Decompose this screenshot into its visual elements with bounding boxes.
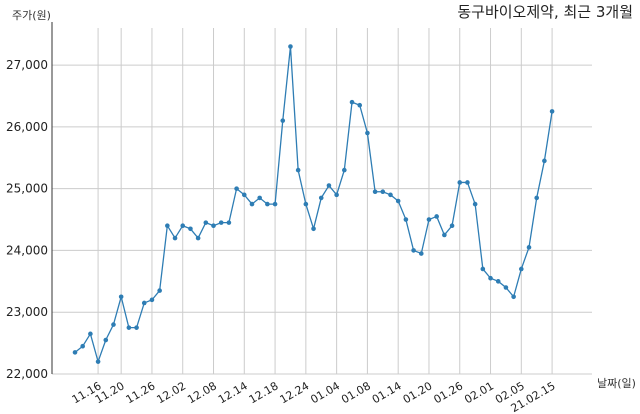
data-point: [103, 337, 109, 343]
data-point: [165, 223, 170, 229]
data-point: [403, 217, 409, 222]
data-point: [80, 343, 85, 349]
data-point: [311, 226, 316, 232]
data-point: [265, 201, 270, 207]
x-tick-label: 12.08: [185, 379, 219, 406]
data-point: [88, 331, 93, 337]
data-point: [280, 118, 286, 123]
data-point: [365, 130, 370, 136]
data-point: [372, 189, 378, 195]
data-point: [411, 248, 416, 253]
data-point: [257, 195, 262, 201]
y-tick-label: 25,000: [6, 182, 48, 196]
grid-layer: [52, 28, 592, 375]
data-point: [342, 167, 347, 173]
data-point: [318, 195, 324, 201]
x-tick-label: 12.24: [278, 379, 312, 406]
data-point: [272, 201, 278, 207]
x-tick-label: 12.14: [216, 379, 250, 406]
data-point: [249, 201, 255, 207]
y-tick-label: 23,000: [6, 305, 48, 319]
data-point: [111, 322, 116, 327]
data-point: [218, 220, 224, 225]
series-layer: [72, 44, 555, 364]
data-point: [95, 359, 101, 364]
data-point: [195, 235, 201, 241]
data-point: [511, 294, 516, 300]
data-point: [472, 201, 478, 207]
x-tick-label: 01.08: [339, 379, 373, 406]
data-point: [126, 325, 132, 330]
data-point: [203, 220, 209, 225]
data-point: [118, 294, 124, 300]
data-point: [134, 325, 139, 330]
data-point: [72, 350, 78, 355]
data-point: [465, 180, 470, 185]
data-point: [395, 198, 401, 204]
data-point: [226, 220, 232, 225]
x-tick-label: 01.20: [401, 379, 435, 406]
x-tick-label: 02.01: [462, 379, 496, 406]
y-tick-label: 22,000: [6, 367, 48, 381]
data-point: [488, 275, 493, 281]
data-point: [542, 158, 547, 164]
data-point: [234, 186, 239, 191]
data-point: [457, 180, 463, 185]
x-tick-label: 11.26: [124, 379, 158, 406]
y-tick-label: 24,000: [6, 243, 48, 257]
data-point: [157, 288, 162, 293]
data-point: [172, 235, 178, 241]
data-point: [495, 279, 501, 284]
data-point: [534, 195, 539, 201]
data-point: [326, 183, 332, 188]
data-point: [434, 214, 439, 219]
data-point: [188, 226, 193, 232]
data-point: [442, 232, 447, 238]
data-point: [549, 109, 555, 114]
x-tick-label: 01.14: [370, 379, 404, 406]
data-point: [449, 223, 455, 229]
y-axis-label: 주가(원): [12, 9, 51, 22]
data-point: [211, 223, 216, 229]
data-point: [295, 167, 301, 173]
data-point: [388, 192, 393, 198]
data-point: [380, 189, 386, 195]
label-layer: 22,00023,00024,00025,00026,00027,00011.1…: [6, 58, 558, 414]
y-tick-label: 26,000: [6, 120, 48, 134]
data-point: [241, 192, 247, 198]
x-tick-label: 12.02: [154, 379, 188, 406]
data-point: [141, 300, 147, 306]
x-tick-label: 12.18: [247, 379, 281, 406]
data-point: [480, 266, 486, 272]
data-point: [303, 201, 309, 207]
data-point: [503, 285, 509, 290]
data-point: [519, 266, 524, 272]
data-point: [426, 217, 432, 222]
y-tick-label: 27,000: [6, 58, 48, 72]
data-point: [357, 102, 363, 108]
data-point: [349, 99, 355, 105]
x-tick-label: 01.04: [308, 379, 342, 406]
data-point: [418, 251, 424, 256]
data-point: [180, 223, 186, 229]
data-point: [526, 245, 532, 250]
chart-title: 동구바이오제약, 최근 3개월: [457, 3, 633, 21]
x-tick-label: 01.26: [431, 379, 465, 406]
price-line: [74, 46, 553, 364]
x-axis-label: 날짜(일): [597, 376, 636, 390]
data-point: [288, 44, 293, 49]
data-point: [334, 192, 339, 198]
data-point: [149, 297, 155, 303]
